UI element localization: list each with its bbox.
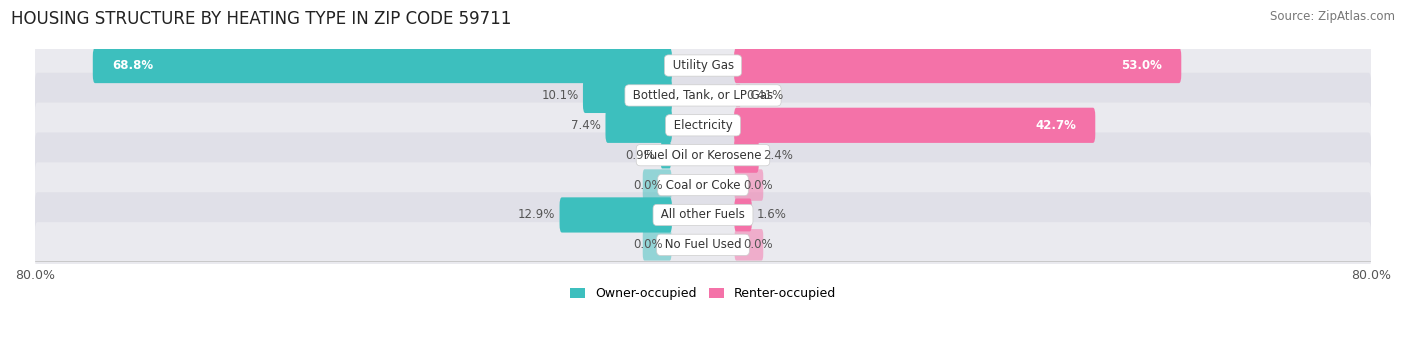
Legend: Owner-occupied, Renter-occupied: Owner-occupied, Renter-occupied	[565, 282, 841, 305]
Text: No Fuel Used: No Fuel Used	[661, 238, 745, 251]
Text: 10.1%: 10.1%	[541, 89, 579, 102]
FancyBboxPatch shape	[35, 43, 1371, 88]
Text: 0.9%: 0.9%	[626, 149, 655, 162]
Text: All other Fuels: All other Fuels	[657, 208, 749, 221]
Text: 12.9%: 12.9%	[517, 208, 555, 221]
FancyBboxPatch shape	[35, 132, 1371, 178]
Text: 0.0%: 0.0%	[744, 179, 773, 192]
Text: 2.4%: 2.4%	[763, 149, 793, 162]
FancyBboxPatch shape	[661, 142, 671, 168]
Text: Electricity: Electricity	[669, 119, 737, 132]
Text: 53.0%: 53.0%	[1122, 59, 1163, 72]
FancyBboxPatch shape	[643, 229, 672, 261]
Text: Source: ZipAtlas.com: Source: ZipAtlas.com	[1270, 10, 1395, 23]
FancyBboxPatch shape	[643, 169, 672, 201]
Text: Bottled, Tank, or LP Gas: Bottled, Tank, or LP Gas	[628, 89, 778, 102]
FancyBboxPatch shape	[35, 222, 1371, 268]
Text: 0.0%: 0.0%	[633, 238, 662, 251]
FancyBboxPatch shape	[35, 192, 1371, 238]
FancyBboxPatch shape	[735, 84, 741, 106]
Text: HOUSING STRUCTURE BY HEATING TYPE IN ZIP CODE 59711: HOUSING STRUCTURE BY HEATING TYPE IN ZIP…	[11, 10, 512, 28]
FancyBboxPatch shape	[35, 103, 1371, 148]
Text: Utility Gas: Utility Gas	[669, 59, 737, 72]
Text: 42.7%: 42.7%	[1035, 119, 1076, 132]
Text: Coal or Coke: Coal or Coke	[662, 179, 744, 192]
Text: 0.41%: 0.41%	[747, 89, 783, 102]
FancyBboxPatch shape	[734, 48, 1181, 83]
FancyBboxPatch shape	[35, 73, 1371, 118]
FancyBboxPatch shape	[35, 162, 1371, 208]
FancyBboxPatch shape	[734, 169, 763, 201]
Text: 1.6%: 1.6%	[756, 208, 786, 221]
FancyBboxPatch shape	[583, 78, 672, 113]
FancyBboxPatch shape	[93, 48, 672, 83]
FancyBboxPatch shape	[734, 198, 752, 232]
Text: 0.0%: 0.0%	[633, 179, 662, 192]
FancyBboxPatch shape	[734, 137, 759, 173]
FancyBboxPatch shape	[734, 108, 1095, 143]
FancyBboxPatch shape	[560, 197, 672, 233]
FancyBboxPatch shape	[734, 229, 763, 261]
Text: 0.0%: 0.0%	[744, 238, 773, 251]
FancyBboxPatch shape	[606, 108, 672, 143]
Text: 68.8%: 68.8%	[112, 59, 153, 72]
Text: Fuel Oil or Kerosene: Fuel Oil or Kerosene	[640, 149, 766, 162]
Text: 7.4%: 7.4%	[571, 119, 602, 132]
